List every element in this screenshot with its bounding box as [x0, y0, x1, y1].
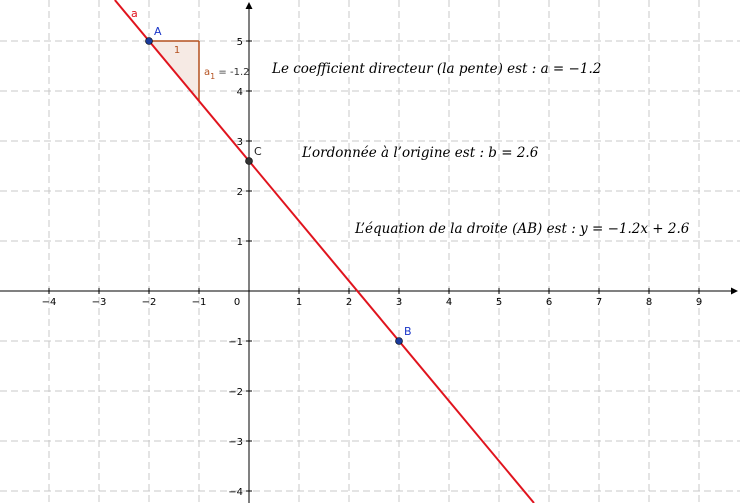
points[interactable]: A B C: [145, 25, 412, 345]
point-a[interactable]: A: [145, 25, 163, 45]
point-a-label: A: [154, 25, 162, 38]
equation-text[interactable]: L’équation de la droite (AB) est : y = −…: [354, 221, 690, 237]
x-tick-label: 2: [346, 297, 352, 308]
slope-text[interactable]: Le coefficient directeur (la pente) est …: [271, 61, 601, 77]
x-tick-label: 5: [496, 297, 502, 308]
x-tick-label: −3: [92, 297, 107, 308]
slope-triangle[interactable]: 1 a1 = -1.2: [149, 40, 249, 101]
y-tick-label: 4: [237, 87, 243, 98]
tick-labels: −4 −3 −2 −1 0 1 2 3 4 5 6 7 8 9 −4 −3 −2 −1 1 2 3 4 5: [42, 37, 703, 498]
y-tick-label: −1: [228, 337, 243, 348]
x-tick-label: 9: [696, 297, 702, 308]
line-a-group[interactable]: a: [114, 0, 535, 503]
x-tick-label: 1: [296, 297, 302, 308]
y-tick-label: −4: [228, 487, 243, 498]
slope-value-label: a1 = -1.2: [204, 67, 249, 81]
point-b[interactable]: B: [395, 325, 412, 345]
intercept-text[interactable]: L’ordonnée à l’origine est : b = 2.6: [301, 145, 539, 161]
x-tick-label: −2: [142, 297, 157, 308]
line-a[interactable]: [114, 0, 535, 503]
point-b-dot[interactable]: [395, 337, 403, 345]
point-c-dot[interactable]: [245, 157, 253, 165]
y-axis-arrow: [245, 2, 253, 9]
slope-label-main: a: [204, 67, 210, 78]
y-tick-label: 1: [237, 237, 243, 248]
point-a-dot[interactable]: [145, 37, 153, 45]
slope-triangle-run-label: 1: [174, 45, 180, 56]
x-tick-label: 0: [234, 297, 240, 308]
point-c[interactable]: C: [245, 145, 263, 165]
x-tick-label: 3: [396, 297, 402, 308]
line-a-label: a: [131, 7, 138, 20]
x-tick-label: −1: [192, 297, 207, 308]
x-axis-arrow: [731, 287, 738, 295]
x-tick-label: −4: [42, 297, 57, 308]
y-tick-label: −2: [228, 387, 243, 398]
y-tick-label: 5: [237, 37, 243, 48]
x-tick-label: 8: [646, 297, 652, 308]
y-tick-label: 3: [237, 137, 243, 148]
slope-label-value: = -1.2: [215, 67, 249, 78]
point-c-label: C: [254, 145, 262, 158]
y-tick-label: 2: [237, 187, 243, 198]
slope-label-subscript: 1: [210, 72, 215, 81]
point-b-label: B: [404, 325, 412, 338]
x-tick-label: 6: [546, 297, 552, 308]
x-tick-label: 4: [446, 297, 452, 308]
y-tick-label: −3: [228, 437, 243, 448]
x-tick-label: 7: [596, 297, 602, 308]
